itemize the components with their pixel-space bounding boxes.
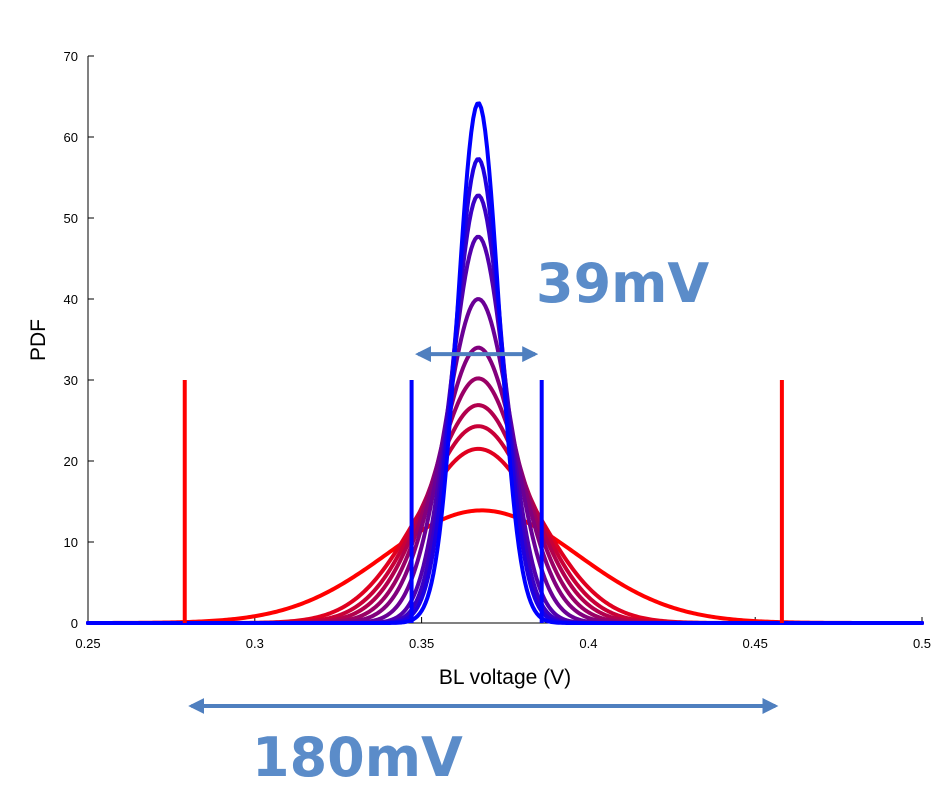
x-tick-label: 0.3	[246, 636, 264, 651]
label-39mv: 39mV	[536, 252, 709, 315]
pdf-curve-8	[86, 424, 924, 625]
x-tick-label: 0.5	[913, 636, 931, 651]
x-tick-label: 0.35	[409, 636, 434, 651]
y-tick-label: 70	[64, 49, 78, 64]
x-axis-title: BL voltage (V)	[439, 666, 571, 689]
pdf-curve-10	[86, 508, 924, 625]
y-tick-label: 50	[64, 211, 78, 226]
pdf-curves	[86, 101, 924, 625]
y-axis-title: PDF	[27, 319, 50, 361]
x-tick-label: 0.4	[579, 636, 597, 651]
y-tick-label: 30	[64, 373, 78, 388]
y-tick-label: 0	[71, 616, 78, 631]
y-tick-label: 10	[64, 535, 78, 550]
x-tick-label: 0.25	[75, 636, 100, 651]
y-tick-label: 20	[64, 454, 78, 469]
pdf-curve-9	[86, 446, 924, 625]
pdf-curve-4	[86, 297, 924, 625]
pdf-curve-3	[86, 234, 924, 625]
y-tick-label: 40	[64, 292, 78, 307]
axes: 0.25 0.3 0.35 0.4 0.45 0.5 0 10 20 30 40 50 60 70 BL v…	[27, 49, 931, 689]
label-180mv: 180mV	[252, 726, 463, 789]
x-tick-label: 0.45	[743, 636, 768, 651]
bound-lines	[182, 380, 784, 623]
y-tick-label: 60	[64, 130, 78, 145]
annotations: 39mV 180mV	[188, 252, 779, 789]
